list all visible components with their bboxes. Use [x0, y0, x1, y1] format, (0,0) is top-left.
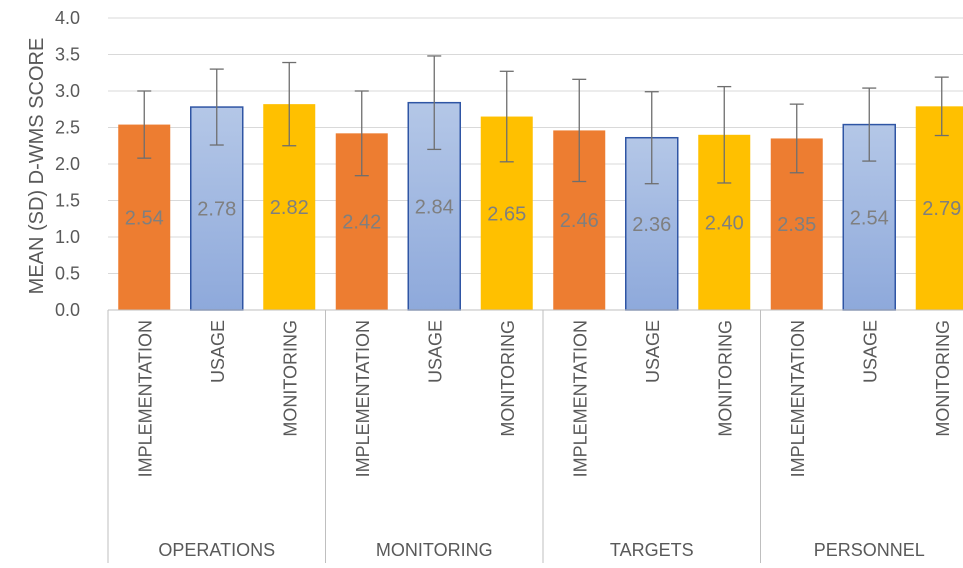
y-tick-label: 0.5	[55, 264, 80, 284]
y-tick-label: 1.5	[55, 191, 80, 211]
data-label: 2.65	[487, 203, 526, 225]
category-label: MONITORING	[280, 320, 300, 437]
data-label: 2.54	[850, 207, 889, 229]
data-label: 2.40	[705, 212, 744, 234]
error-bars	[137, 55, 949, 185]
category-label: MONITORING	[933, 320, 953, 437]
data-label: 2.78	[197, 199, 236, 221]
data-label: 2.42	[342, 212, 381, 234]
data-label: 2.36	[632, 214, 671, 236]
y-tick-label: 2.5	[55, 118, 80, 138]
y-tick-label: 0.0	[55, 300, 80, 320]
category-label: USAGE	[643, 320, 663, 383]
y-tick-label: 3.5	[55, 45, 80, 65]
category-label: MONITORING	[498, 320, 518, 437]
data-label: 2.46	[560, 210, 599, 232]
group-label: MONITORING	[376, 540, 493, 560]
x-axis: OPERATIONS IMPLEMENTATION USAGE MONITORING M…	[107, 309, 963, 563]
y-tick-label: 4.0	[55, 8, 80, 28]
y-tick-label: 2.0	[55, 154, 80, 174]
category-label: IMPLEMENTATION	[570, 320, 590, 477]
category-label: USAGE	[425, 320, 445, 383]
data-label: 2.35	[777, 214, 816, 236]
data-label: 2.79	[922, 198, 961, 220]
y-tick-label: 3.0	[55, 81, 80, 101]
gridlines	[108, 17, 963, 274]
y-tick-label: 1.0	[55, 227, 80, 247]
bar	[915, 106, 963, 310]
category-label: USAGE	[860, 320, 880, 383]
data-label: 2.54	[125, 207, 164, 229]
category-label: IMPLEMENTATION	[135, 320, 155, 477]
y-axis-label: MEAN (SD) D-WMS SCORE	[26, 38, 48, 295]
category-label: IMPLEMENTATION	[353, 320, 373, 477]
category-label: IMPLEMENTATION	[788, 320, 808, 477]
category-label: USAGE	[208, 320, 228, 383]
category-label: MONITORING	[715, 320, 735, 437]
y-tick-labels: 0.0 0.5 1.0 1.5 2.0 2.5 3.0 3.5 4.0	[55, 8, 80, 320]
data-label: 2.84	[415, 196, 454, 218]
data-label: 2.82	[270, 197, 309, 219]
group-label: PERSONNEL	[814, 540, 925, 560]
group-label: TARGETS	[610, 540, 694, 560]
bars	[118, 101, 963, 311]
group-label: OPERATIONS	[158, 540, 275, 560]
data-labels: 2.54 2.78 2.82 2.42 2.84 2.65 2.46 2.36 2.40 2.35…	[125, 196, 961, 236]
